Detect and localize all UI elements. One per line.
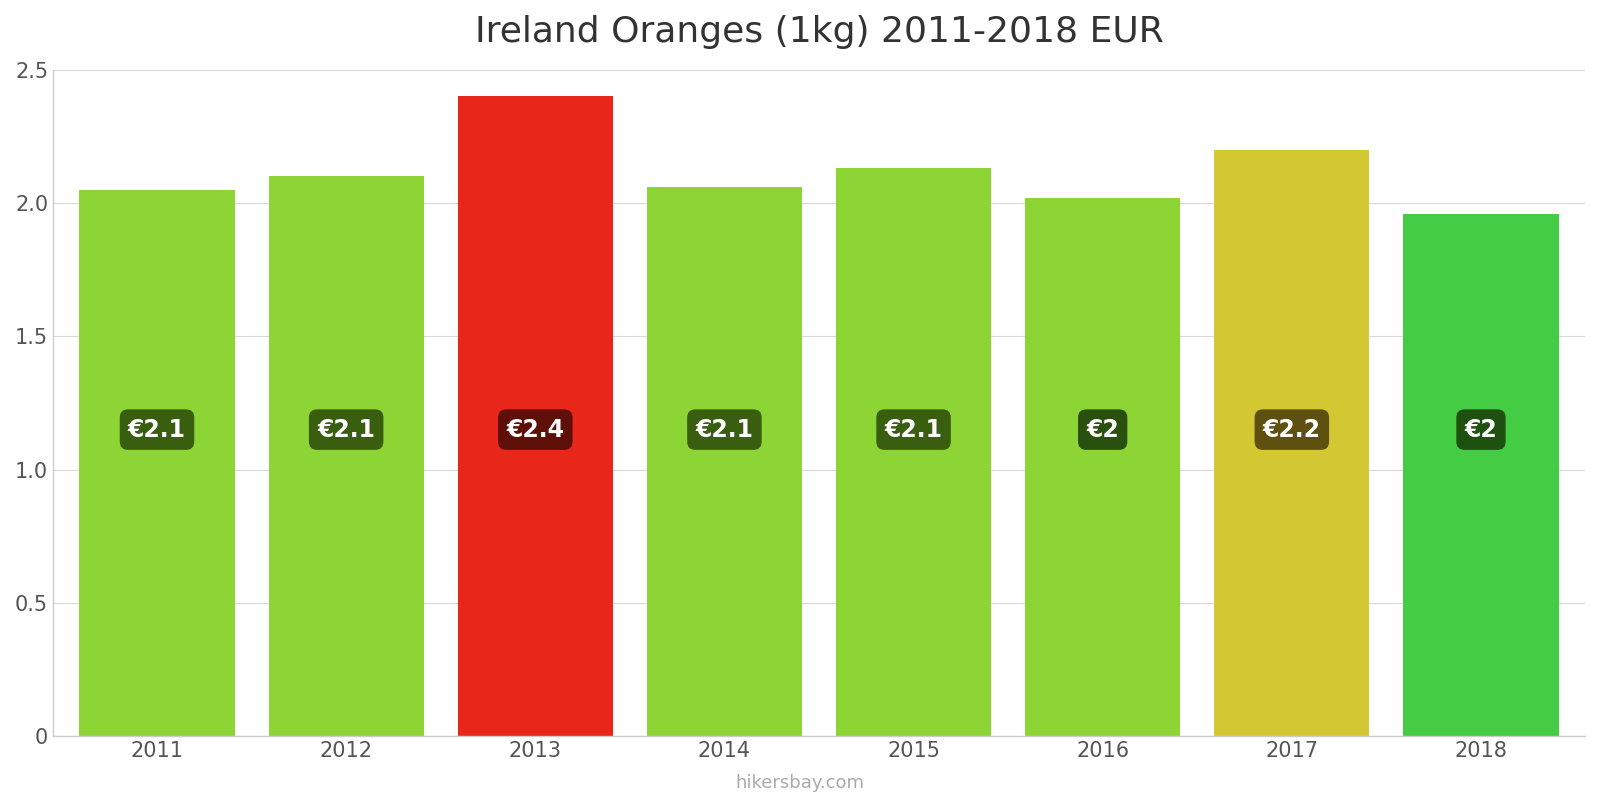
Bar [269,176,424,736]
Text: hikersbay.com: hikersbay.com [736,774,864,792]
Text: €2.1: €2.1 [317,418,374,442]
Text: €2.2: €2.2 [1262,418,1322,442]
Text: €2.1: €2.1 [128,418,186,442]
Text: €2.4: €2.4 [506,418,565,442]
Text: €2.1: €2.1 [696,418,754,442]
Bar [646,187,802,736]
Text: €2: €2 [1086,418,1118,442]
Bar [1214,150,1370,736]
Bar [1026,198,1181,736]
Text: €2: €2 [1464,418,1498,442]
Bar [80,190,235,736]
Text: €2.1: €2.1 [885,418,942,442]
Bar [458,97,613,736]
Title: Ireland Oranges (1kg) 2011-2018 EUR: Ireland Oranges (1kg) 2011-2018 EUR [475,15,1163,49]
Bar [1403,214,1558,736]
Bar [837,168,990,736]
